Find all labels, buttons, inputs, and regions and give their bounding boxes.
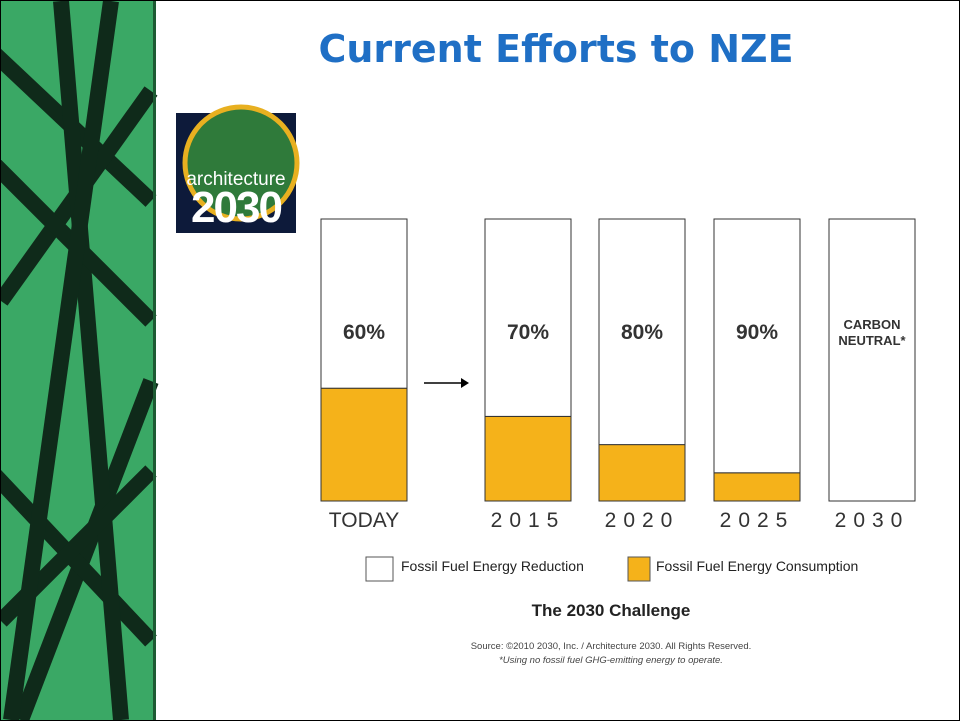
- legend-label: Fossil Fuel Energy Consumption: [656, 558, 858, 574]
- bar-segment: [829, 219, 915, 501]
- bar-segment: [321, 219, 407, 388]
- bar-segment: [714, 219, 800, 473]
- x-tick-label: 2015: [475, 509, 581, 533]
- slide-title: Current Efforts to NZE: [153, 27, 959, 71]
- logo-text: 2030: [177, 183, 295, 233]
- source-note: Source: ©2010 2030, Inc. / Architecture …: [301, 641, 921, 652]
- slide: Current Efforts to NZE architecture 2030…: [0, 0, 960, 721]
- legend-swatch: [628, 557, 650, 581]
- x-tick-label: 2030: [819, 509, 925, 533]
- x-tick-label: 2025: [704, 509, 810, 533]
- x-tick-label: 2020: [589, 509, 695, 533]
- bar-segment: [321, 388, 407, 501]
- arrow-head: [461, 378, 469, 388]
- value-label: 80%: [599, 321, 685, 345]
- legend-label: Fossil Fuel Energy Reduction: [401, 558, 584, 574]
- value-label: 70%: [485, 321, 571, 345]
- legend-swatch: [366, 557, 393, 581]
- x-tick-label: TODAY: [311, 509, 417, 533]
- value-label: 60%: [321, 321, 407, 345]
- value-label: 90%: [714, 321, 800, 345]
- bar-segment: [485, 416, 571, 501]
- source-note: *Using no fossil fuel GHG-emitting energ…: [301, 655, 921, 666]
- chart-title: The 2030 Challenge: [301, 601, 921, 621]
- side-edge: [153, 1, 156, 720]
- bar-segment: [485, 219, 571, 416]
- bar-segment: [599, 445, 685, 501]
- value-label: CARBON NEUTRAL*: [829, 317, 915, 349]
- bar-segment: [714, 473, 800, 501]
